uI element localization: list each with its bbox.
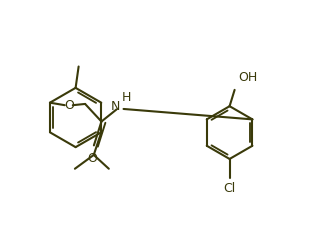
Text: H: H [122, 91, 131, 104]
Text: Cl: Cl [223, 182, 236, 195]
Text: O: O [64, 99, 74, 112]
Text: OH: OH [238, 70, 258, 84]
Text: O: O [88, 152, 98, 165]
Text: N: N [111, 100, 120, 113]
